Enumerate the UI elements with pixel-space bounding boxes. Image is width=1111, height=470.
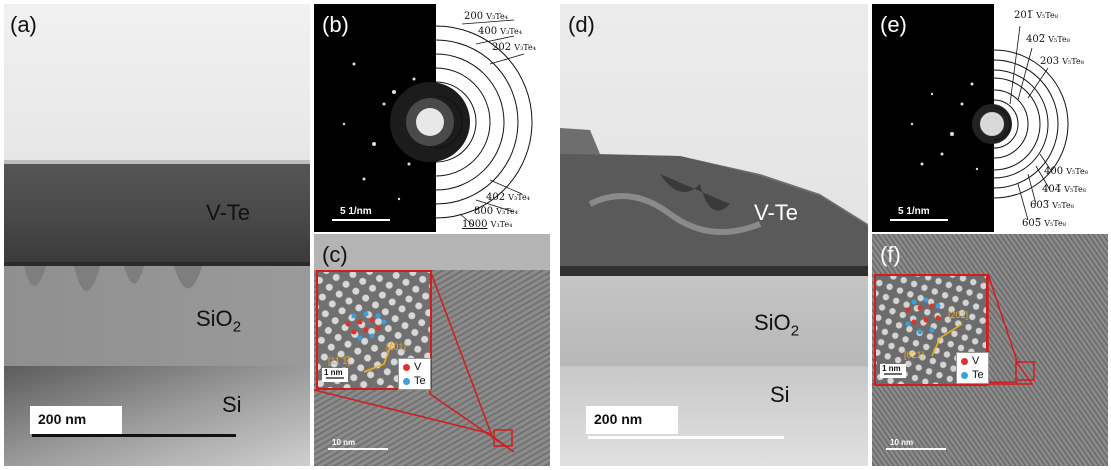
ring-label-40-4: 404̅ V₅Te₈ — [1042, 184, 1086, 195]
layer-label-si: Si — [222, 392, 242, 417]
legend-v: V — [414, 361, 422, 373]
scale-bar-d — [586, 406, 678, 434]
panel-f-legend: V Te — [956, 352, 989, 384]
panel-d-tem-cross-section: (d) V-Te SiO2 Si 200 nm — [560, 4, 868, 466]
scale-bar-b-text: 5 1/nm — [340, 206, 372, 217]
panel-c-hrtem: (c) [11̅ 1̅] [201] 1 nm V Te 10 nm — [314, 234, 550, 466]
panel-f-inset — [874, 274, 988, 386]
panel-c-legend: V Te — [398, 358, 431, 390]
scale-bar-d-text: 200 nm — [594, 411, 643, 427]
legend-te: Te — [972, 369, 984, 381]
scale-bar-a-line — [32, 434, 236, 437]
scale-bar-d-line — [588, 436, 784, 439]
layer-label-sio2-d: SiO2 — [754, 310, 800, 340]
panel-a-label: (a) — [10, 12, 37, 37]
ring-label-60-3: 603̅ V₅Te₈ — [1030, 200, 1074, 211]
panel-f-direction-2: [021] — [904, 350, 925, 360]
panel-c-image — [314, 234, 550, 466]
panel-d-label: (d) — [568, 12, 595, 37]
atom-model-c — [345, 311, 387, 341]
panel-a-image — [4, 4, 310, 466]
te-atom-icon — [403, 377, 410, 385]
layer-label-si-d: Si — [770, 382, 790, 407]
te-atom-icon — [961, 371, 968, 379]
scale-bar-e-text: 5 1/nm — [898, 206, 930, 217]
panel-f-hrtem: (f) [201] [021] 1 nm V Te 10 nm — [872, 234, 1108, 466]
panel-e-sadp: (e) 201̅ V₅Te₈ 402̅ V₅Te₈ 203 V₅Te₈ 400 … — [872, 4, 1108, 232]
panel-a-tem-cross-section: (a) V-Te SiO2 Si 200 nm — [4, 4, 310, 466]
panel-c-label: (c) — [322, 242, 348, 267]
scale-bar-a-text: 200 nm — [38, 411, 87, 427]
layer-label-vte: V-Te — [206, 200, 251, 225]
ring-label-60-5: 605̅ V₅Te₈ — [1022, 218, 1066, 229]
scale-bar-c-text: 10 nm — [332, 438, 356, 447]
panel-c-direction-2: [201] — [386, 342, 407, 352]
panel-b-label: (b) — [322, 12, 349, 37]
legend-v: V — [972, 355, 980, 367]
panel-e-image — [872, 4, 1069, 232]
panel-f-inset-image — [876, 276, 986, 384]
panel-b-image — [314, 4, 533, 232]
ring-label-202: 202 V₃Te₄ — [492, 42, 536, 53]
ring-label-40-2: 402̅ V₅Te₈ — [1026, 34, 1070, 45]
scale-bar-a — [30, 406, 122, 434]
legend-te: Te — [414, 375, 426, 387]
panel-f-inset-scale: 1 nm — [882, 364, 901, 373]
panel-f-direction-1: [201] — [948, 310, 969, 320]
v-atom-icon — [961, 357, 968, 365]
panel-b-sadp: (b) 200 V₃Te₄ 400 V₃Te₄ 202 V₃Te₄ 402 V₃… — [314, 4, 550, 232]
atom-model-f — [905, 297, 941, 335]
panel-e-label: (e) — [880, 12, 907, 37]
ring-label-1000: 1000 V₃Te₄ — [462, 219, 513, 230]
layer-label-sio2: SiO2 — [196, 306, 242, 336]
ring-label-402: 402 V₃Te₄ — [486, 192, 530, 203]
panel-c-inset-scale: 1 nm — [324, 368, 343, 377]
panel-d-image — [560, 4, 868, 466]
panel-c-direction-1: [11̅ 1̅] — [328, 356, 350, 366]
ring-label-400: 400 V₃Te₄ — [478, 26, 522, 37]
scale-bar-f-text: 10 nm — [890, 438, 914, 447]
ring-label-203: 203 V₅Te₈ — [1040, 56, 1084, 67]
layer-label-vte-d: V-Te — [754, 200, 799, 225]
ring-label-400-e: 400 V₅Te₈ — [1044, 166, 1088, 177]
v-atom-icon — [403, 363, 410, 371]
ring-label-20-1: 201̅ V₅Te₈ — [1014, 10, 1058, 21]
ring-label-200: 200 V₃Te₄ — [464, 11, 508, 22]
ring-label-800: 800 V₃Te₄ — [474, 206, 518, 217]
panel-f-label: (f) — [880, 242, 901, 267]
